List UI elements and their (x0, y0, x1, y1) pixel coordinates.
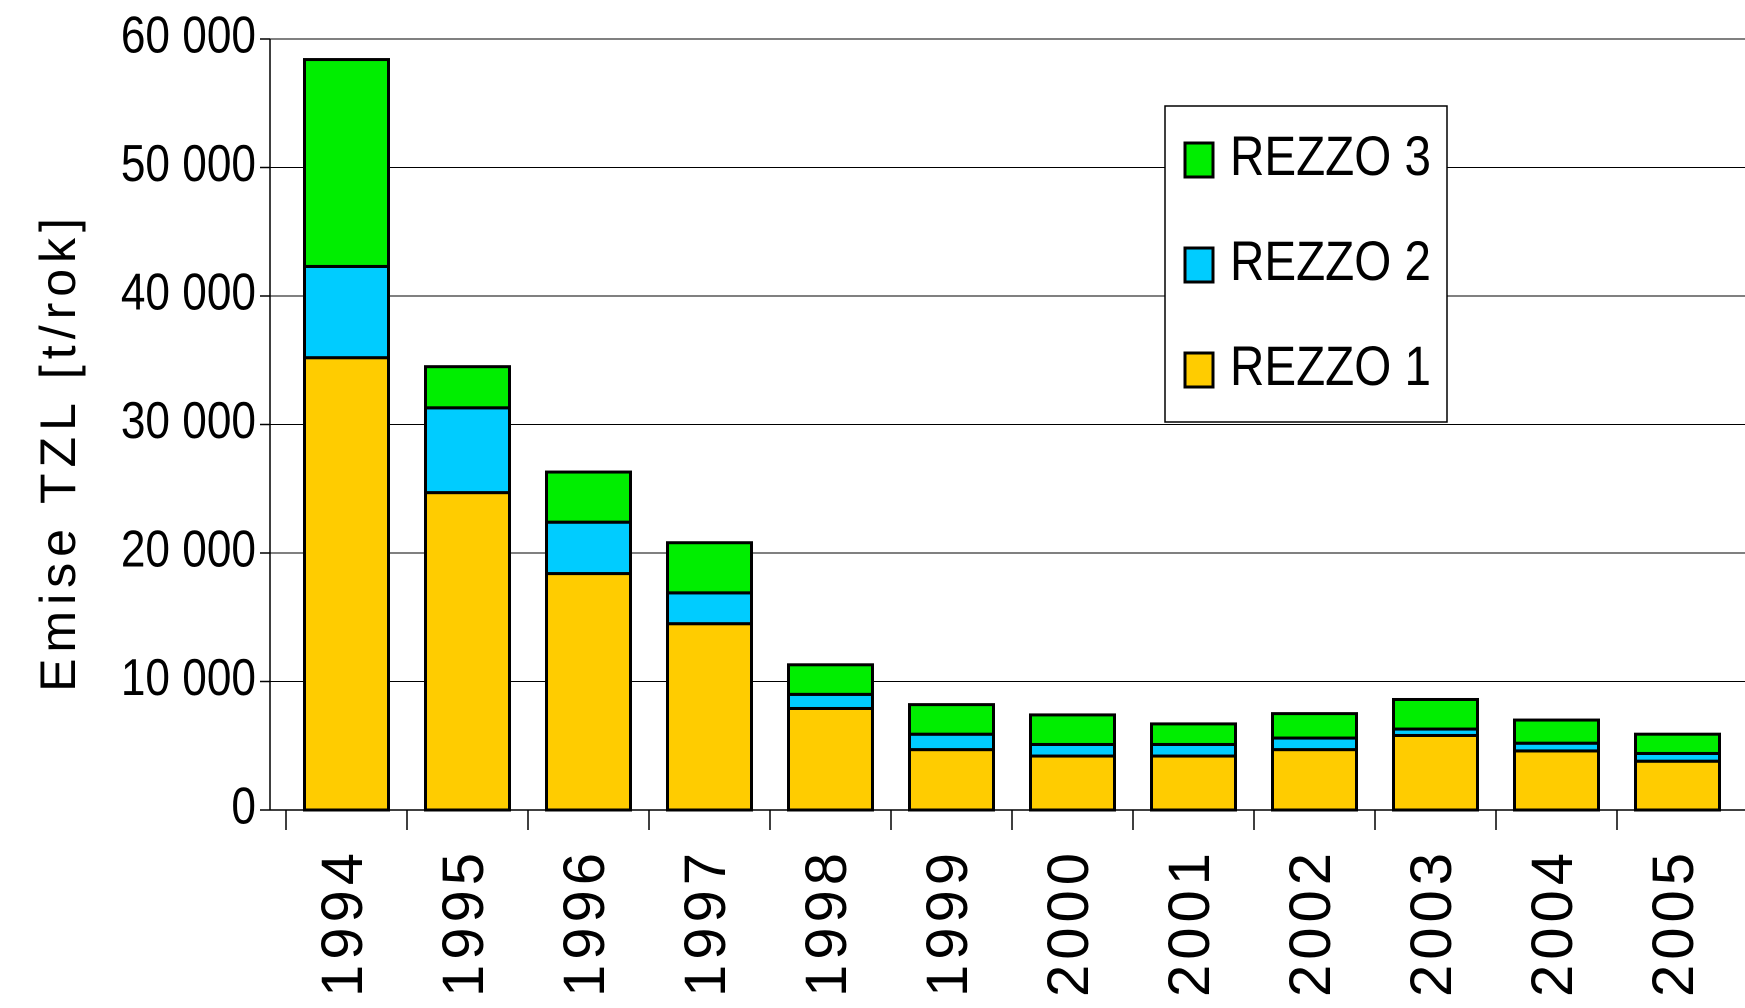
legend-swatch (1183, 246, 1215, 284)
bar-segment (1392, 697, 1479, 731)
bar-segment (545, 572, 632, 812)
x-tick-label: 2005 (1641, 848, 1706, 997)
bar-segment (1392, 733, 1479, 812)
bar-segment (1513, 749, 1600, 812)
bar-segment (666, 591, 753, 626)
bar-segment (303, 58, 390, 268)
bar-segment (424, 406, 511, 495)
x-tick-label: 2004 (1520, 848, 1585, 997)
bar-segment (1271, 748, 1358, 812)
bar-segment (1513, 718, 1600, 745)
bar-segment (545, 470, 632, 524)
bar-segment (666, 541, 753, 595)
y-tick-label: 40 000 (121, 263, 256, 321)
bar-segment (908, 748, 995, 812)
bar-segment (1150, 722, 1237, 746)
x-tick-label: 1996 (552, 848, 617, 997)
x-tick-label: 2000 (1036, 848, 1101, 997)
legend-label: REZZO 1 (1230, 335, 1431, 397)
legend-label: REZZO 2 (1230, 230, 1431, 292)
legend-swatch (1183, 141, 1215, 179)
bar-segment (1029, 754, 1116, 812)
legend: REZZO 1 REZZO 2 REZZO 3 (1164, 105, 1448, 423)
bar-segment (1029, 742, 1116, 758)
x-tick-label: 2002 (1278, 848, 1343, 997)
y-axis-title: Emise TZL [t/rok] (30, 212, 86, 692)
bar-segment (1271, 736, 1358, 752)
bar-segment (1634, 759, 1721, 812)
x-tick-label: 2003 (1399, 848, 1464, 997)
y-tick-label: 20 000 (121, 520, 256, 578)
y-tick-label: 10 000 (121, 649, 256, 707)
x-tick-label: 1997 (673, 848, 738, 997)
bar-segment (1634, 732, 1721, 755)
x-tick-label: 2001 (1157, 848, 1222, 997)
bar-segment (303, 356, 390, 812)
bar-segment (1150, 754, 1237, 812)
bar-segment (424, 491, 511, 812)
bar-segment (303, 264, 390, 360)
y-tick-label: 0 (231, 777, 256, 835)
bar-segment (424, 365, 511, 410)
x-tick-label: 1998 (794, 848, 859, 997)
y-tick-label: 30 000 (121, 392, 256, 450)
x-tick-label: 1994 (310, 848, 375, 997)
y-tick-label: 50 000 (121, 135, 256, 193)
bar-segment (787, 663, 874, 696)
y-tick-label: 60 000 (121, 6, 256, 64)
bar-segment (908, 732, 995, 752)
bar-segment (1271, 712, 1358, 740)
bar-segment (908, 703, 995, 736)
legend-label: REZZO 3 (1230, 125, 1431, 187)
bar-segment (1029, 713, 1116, 746)
legend-swatch (1183, 351, 1215, 389)
bar-segment (1150, 742, 1237, 758)
bar-segment (787, 692, 874, 710)
bar-segment (787, 706, 874, 812)
x-tick-label: 1995 (431, 848, 496, 997)
x-tick-label: 1999 (915, 848, 980, 997)
bar-segment (545, 520, 632, 576)
bar-segment (666, 622, 753, 812)
